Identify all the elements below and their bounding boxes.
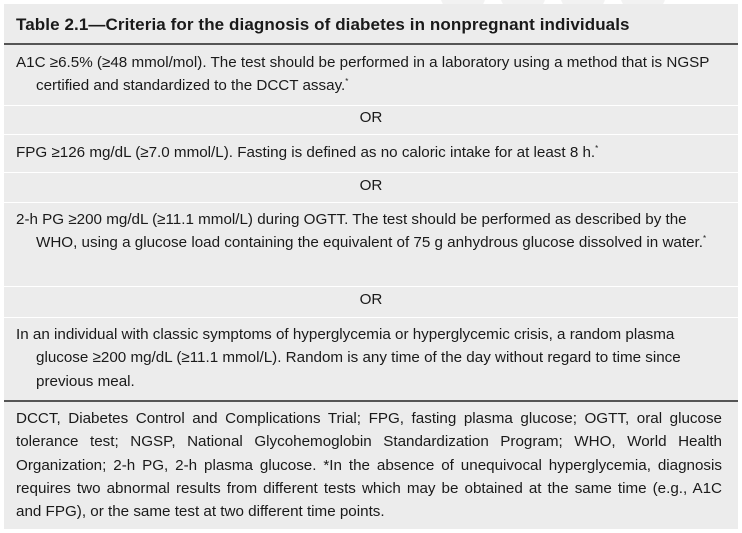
or-separator: OR — [359, 291, 383, 308]
footnote-marker: * — [595, 144, 599, 153]
table-title: Table 2.1—Criteria for the diagnosis of … — [16, 15, 630, 34]
or-separator: OR — [359, 109, 383, 126]
row-divider — [4, 172, 738, 173]
criterion-2h-pg: 2-h PG ≥200 mg/dL (≥11.1 mmol/L) during … — [16, 208, 724, 255]
or-separator: OR — [359, 177, 383, 194]
footnote-rule — [4, 400, 738, 402]
diagnosis-criteria-table: Table 2.1—Criteria for the diagnosis of … — [4, 4, 738, 529]
criterion-text: A1C ≥6.5% (≥48 mmol/mol). The test shoul… — [16, 54, 710, 95]
row-divider — [4, 105, 738, 106]
criterion-text: In an individual with classic symptoms o… — [16, 326, 681, 390]
row-divider — [4, 202, 738, 203]
footnote-marker: * — [345, 77, 349, 87]
criterion-text: FPG ≥126 mg/dL (≥7.0 mmol/L). Fasting is… — [16, 144, 596, 161]
footnote-marker: * — [702, 234, 707, 244]
title-rule — [4, 43, 738, 45]
row-divider — [4, 317, 738, 318]
criterion-random-glucose: In an individual with classic symptoms o… — [16, 323, 724, 393]
row-divider — [4, 134, 738, 135]
criterion-fpg: FPG ≥126 mg/dL (≥7.0 mmol/L). Fasting is… — [16, 141, 724, 164]
criterion-text: 2-h PG ≥200 mg/dL (≥11.1 mmol/L) during … — [16, 211, 703, 252]
row-divider — [4, 286, 738, 287]
table-footnote: DCCT, Diabetes Control and Complications… — [16, 410, 722, 521]
criterion-a1c: A1C ≥6.5% (≥48 mmol/mol). The test shoul… — [16, 51, 724, 98]
